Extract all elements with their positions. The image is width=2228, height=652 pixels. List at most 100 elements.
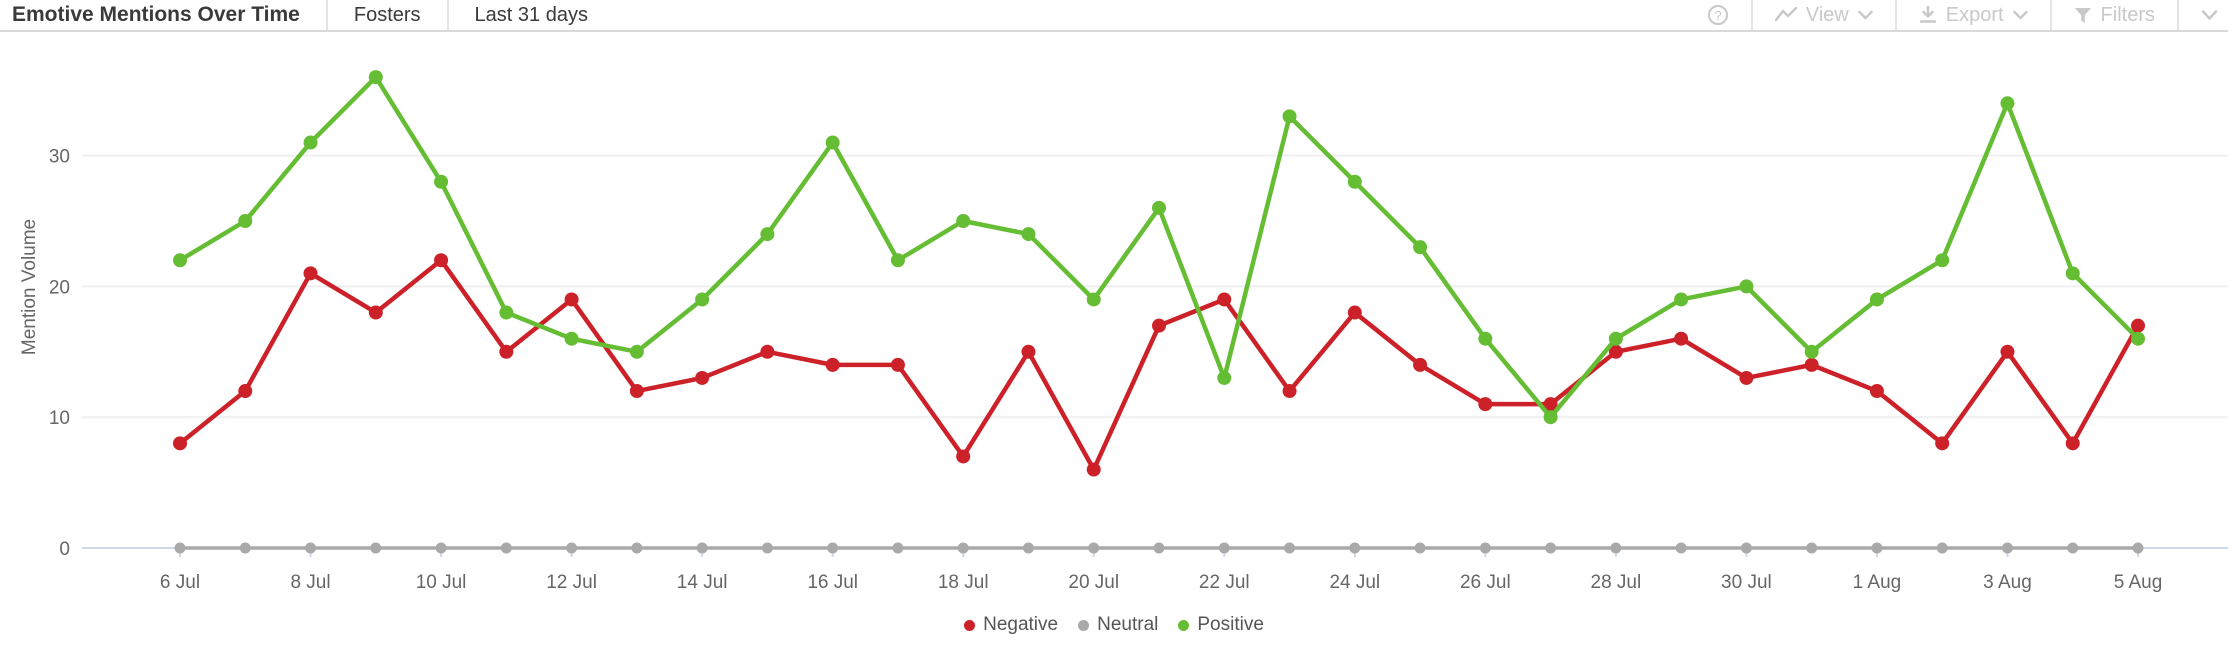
negative-point[interactable] [434,253,449,268]
neutral-point[interactable] [2067,542,2079,554]
positive-point[interactable] [1935,253,1950,268]
neutral-point[interactable] [305,542,317,554]
positive-point[interactable] [1478,331,1493,346]
positive-point[interactable] [1608,331,1623,346]
negative-point[interactable] [368,305,383,320]
neutral-point[interactable] [239,542,251,554]
negative-point[interactable] [1021,344,1036,359]
negative-point[interactable] [956,449,971,464]
negative-point[interactable] [1413,357,1428,372]
neutral-point[interactable] [1936,542,1948,554]
negative-point[interactable] [1608,344,1623,359]
positive-point[interactable] [1543,410,1558,425]
negative-point[interactable] [1739,370,1754,385]
filters-button[interactable]: Filters [2074,4,2155,27]
neutral-point[interactable] [500,542,512,554]
neutral-point[interactable] [174,542,186,554]
neutral-point[interactable] [1871,542,1883,554]
positive-point[interactable] [1739,279,1754,294]
neutral-point[interactable] [1218,542,1230,554]
negative-point[interactable] [1869,384,1884,399]
neutral-point[interactable] [1284,542,1296,554]
neutral-point[interactable] [892,542,904,554]
negative-point[interactable] [1086,462,1101,477]
negative-point[interactable] [173,436,187,451]
neutral-point[interactable] [566,542,578,554]
neutral-point[interactable] [435,542,447,554]
date-range-label[interactable]: Last 31 days [474,3,588,26]
neutral-point[interactable] [696,542,708,554]
negative-point[interactable] [1347,305,1362,320]
neutral-point[interactable] [1610,542,1622,554]
neutral-point[interactable] [1740,542,1752,554]
positive-point[interactable] [1217,370,1232,385]
negative-point[interactable] [760,344,775,359]
positive-point[interactable] [564,331,579,346]
positive-point[interactable] [238,214,253,228]
negative-point[interactable] [1478,397,1493,412]
positive-point[interactable] [1674,292,1689,307]
neutral-point[interactable] [1479,542,1491,554]
negative-point[interactable] [1282,384,1297,399]
negative-point[interactable] [1543,397,1558,412]
positive-point[interactable] [368,70,383,85]
legend-item-positive[interactable]: Positive [1178,614,1264,636]
positive-point[interactable] [825,135,840,150]
positive-point[interactable] [173,253,187,268]
neutral-point[interactable] [827,542,839,554]
neutral-point[interactable] [1088,542,1100,554]
positive-point[interactable] [695,292,710,307]
negative-point[interactable] [629,384,644,399]
neutral-point[interactable] [1545,542,1557,554]
positive-point[interactable] [303,135,318,150]
positive-point[interactable] [629,344,644,359]
positive-point[interactable] [434,174,449,189]
positive-point[interactable] [1282,109,1297,124]
neutral-point[interactable] [1675,542,1687,554]
negative-point[interactable] [825,357,840,372]
view-menu-button[interactable]: View [1774,4,1873,27]
dataset-label[interactable]: Fosters [353,3,421,26]
neutral-point[interactable] [2001,542,2013,554]
positive-point[interactable] [956,214,971,228]
positive-point[interactable] [760,227,775,242]
positive-point[interactable] [1804,344,1819,359]
collapse-panel-button[interactable] [2201,9,2218,21]
positive-point[interactable] [1021,227,1036,242]
neutral-point[interactable] [370,542,382,554]
export-menu-button[interactable]: Export [1919,4,2028,27]
neutral-point[interactable] [631,542,643,554]
negative-point[interactable] [2065,436,2080,451]
neutral-point[interactable] [957,542,969,554]
positive-point[interactable] [1869,292,1884,307]
negative-point[interactable] [890,357,905,372]
legend-item-negative[interactable]: Negative [964,614,1058,636]
positive-point[interactable] [890,253,905,268]
neutral-point[interactable] [1806,542,1818,554]
neutral-point[interactable] [2132,542,2144,554]
positive-point[interactable] [1086,292,1101,307]
negative-point[interactable] [238,384,253,399]
positive-point[interactable] [2065,266,2080,281]
neutral-point[interactable] [1349,542,1361,554]
positive-point[interactable] [499,305,514,320]
negative-point[interactable] [695,370,710,385]
help-button[interactable]: ? [1707,4,1729,26]
positive-point[interactable] [1413,240,1428,255]
positive-point[interactable] [1347,174,1362,189]
negative-point[interactable] [1674,331,1689,346]
positive-point[interactable] [1152,200,1166,215]
neutral-point[interactable] [1414,542,1426,554]
neutral-point[interactable] [1153,542,1165,554]
positive-point[interactable] [2000,96,2015,111]
legend-item-neutral[interactable]: Neutral [1078,614,1158,636]
negative-point[interactable] [1217,292,1232,307]
negative-point[interactable] [2000,344,2015,359]
neutral-point[interactable] [761,542,773,554]
negative-point[interactable] [303,266,318,281]
negative-point[interactable] [564,292,579,307]
negative-point[interactable] [1804,357,1819,372]
neutral-point[interactable] [1022,542,1034,554]
negative-point[interactable] [1935,436,1950,451]
mentions-line-chart[interactable]: 0 10 20 30 6 Jul 8 Jul 10 Jul 12 Jul 14 Jul 16 Ju… [0,31,2228,652]
